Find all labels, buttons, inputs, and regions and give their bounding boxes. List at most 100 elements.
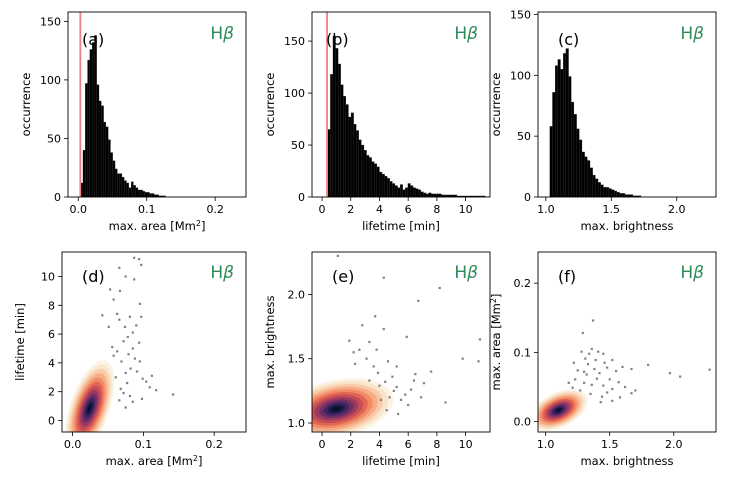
y-tick-label: 4 bbox=[48, 357, 55, 370]
scatter-point bbox=[580, 350, 583, 353]
histogram-bar bbox=[600, 184, 604, 197]
histogram-bar bbox=[98, 100, 102, 197]
scatter-point bbox=[107, 325, 110, 328]
scatter-point bbox=[382, 328, 385, 331]
x-tick-label: 0.2 bbox=[205, 438, 223, 451]
x-tick-label: 1.5 bbox=[601, 438, 619, 451]
panel-label: (b) bbox=[326, 30, 349, 49]
histogram-bar bbox=[560, 69, 564, 197]
histogram-bar bbox=[376, 166, 380, 197]
histogram-bar bbox=[603, 187, 607, 197]
scatter-point bbox=[131, 347, 134, 350]
histogram-bar bbox=[369, 157, 372, 197]
histogram-bar bbox=[353, 124, 357, 197]
scatter-point bbox=[407, 403, 410, 407]
y-tick-label: 2 bbox=[48, 386, 55, 399]
scatter-point bbox=[353, 362, 357, 365]
histogram-bar bbox=[121, 176, 125, 197]
histogram-bar bbox=[584, 156, 588, 197]
scatter-point bbox=[392, 389, 395, 392]
scatter-point bbox=[368, 340, 371, 344]
histogram-bar bbox=[149, 193, 152, 197]
histogram-bar bbox=[428, 192, 432, 197]
histogram-bar bbox=[581, 151, 585, 197]
panel-label: (e) bbox=[332, 267, 354, 286]
scatter-point bbox=[128, 315, 132, 318]
line-label-hbeta: Hβ bbox=[210, 24, 234, 44]
scatter-point bbox=[128, 394, 132, 398]
y-tick-label: 2.0 bbox=[288, 288, 306, 301]
scatter-point bbox=[615, 369, 618, 373]
y-tick-label: 50 bbox=[517, 130, 531, 143]
x-tick-label: 0 bbox=[319, 203, 326, 216]
scatter-point bbox=[120, 360, 123, 363]
histogram-bar bbox=[363, 150, 367, 197]
scatter-point bbox=[116, 350, 119, 353]
scatter-point bbox=[571, 386, 574, 389]
scatter-point bbox=[352, 351, 355, 354]
scatter-point bbox=[409, 388, 413, 391]
scatter-point bbox=[567, 381, 570, 384]
histogram-bar bbox=[371, 161, 375, 197]
histogram-bar bbox=[133, 185, 136, 197]
histogram-bar bbox=[392, 183, 396, 197]
scatter-point bbox=[126, 335, 129, 339]
histogram-bar bbox=[335, 48, 339, 197]
x-axis-title: max. area [Mm2] bbox=[109, 219, 206, 234]
histogram-bar bbox=[381, 174, 385, 197]
scatter-point bbox=[109, 288, 112, 291]
scatter-point bbox=[708, 368, 711, 371]
histogram-bar bbox=[130, 181, 134, 197]
histogram-bar bbox=[552, 92, 556, 197]
scatter-point bbox=[397, 412, 400, 416]
histogram-bar bbox=[589, 167, 593, 197]
scatter-point bbox=[405, 335, 408, 338]
histogram-bar bbox=[597, 182, 601, 197]
line-label-hbeta: Hβ bbox=[454, 24, 478, 44]
histogram-bar bbox=[576, 128, 580, 197]
scatter-points bbox=[336, 254, 482, 416]
y-tick-label: 0.1 bbox=[514, 346, 532, 359]
scatter-point bbox=[124, 371, 127, 375]
histogram-bar bbox=[587, 160, 591, 197]
scatter-point bbox=[375, 348, 378, 351]
line-label-hbeta: Hβ bbox=[210, 263, 234, 283]
histogram-bar bbox=[608, 188, 612, 197]
y-tick-label: 0.0 bbox=[514, 416, 532, 429]
scatter-point bbox=[123, 325, 127, 328]
scatter-point bbox=[600, 395, 604, 398]
scatter-point bbox=[412, 379, 416, 382]
histogram-bar bbox=[425, 193, 429, 197]
scatter-point bbox=[365, 357, 368, 360]
scatter-point bbox=[379, 398, 383, 401]
histogram-bar bbox=[114, 168, 118, 197]
scatter-point bbox=[414, 373, 417, 376]
scatter-point bbox=[438, 286, 441, 290]
scatter-point bbox=[336, 254, 339, 257]
scatter-point bbox=[138, 360, 141, 363]
scatter-point bbox=[101, 314, 104, 317]
scatter-point bbox=[590, 383, 593, 387]
histogram-bar bbox=[611, 189, 615, 197]
scatter-point bbox=[140, 397, 144, 400]
scatter-point bbox=[133, 256, 136, 259]
histogram-bar bbox=[151, 193, 155, 197]
scatter-point bbox=[140, 263, 143, 267]
scatter-point bbox=[591, 319, 595, 322]
histogram-bar bbox=[410, 185, 414, 197]
x-axis-title: max. area [Mm2] bbox=[106, 454, 203, 469]
x-tick-label: 2 bbox=[347, 203, 354, 216]
histogram-bar bbox=[128, 187, 132, 197]
scatter-point bbox=[119, 387, 122, 390]
y-tick-label: 1.5 bbox=[288, 353, 306, 366]
histogram-bar bbox=[108, 139, 111, 197]
scatter-point bbox=[133, 278, 136, 281]
scatter-point bbox=[116, 312, 119, 316]
histogram-bar bbox=[563, 53, 567, 197]
scatter-point bbox=[391, 375, 394, 378]
plot-frame bbox=[311, 11, 491, 198]
histogram-bar bbox=[555, 65, 558, 197]
x-tick-label: 10 bbox=[459, 203, 473, 216]
histogram-bar bbox=[436, 193, 440, 197]
